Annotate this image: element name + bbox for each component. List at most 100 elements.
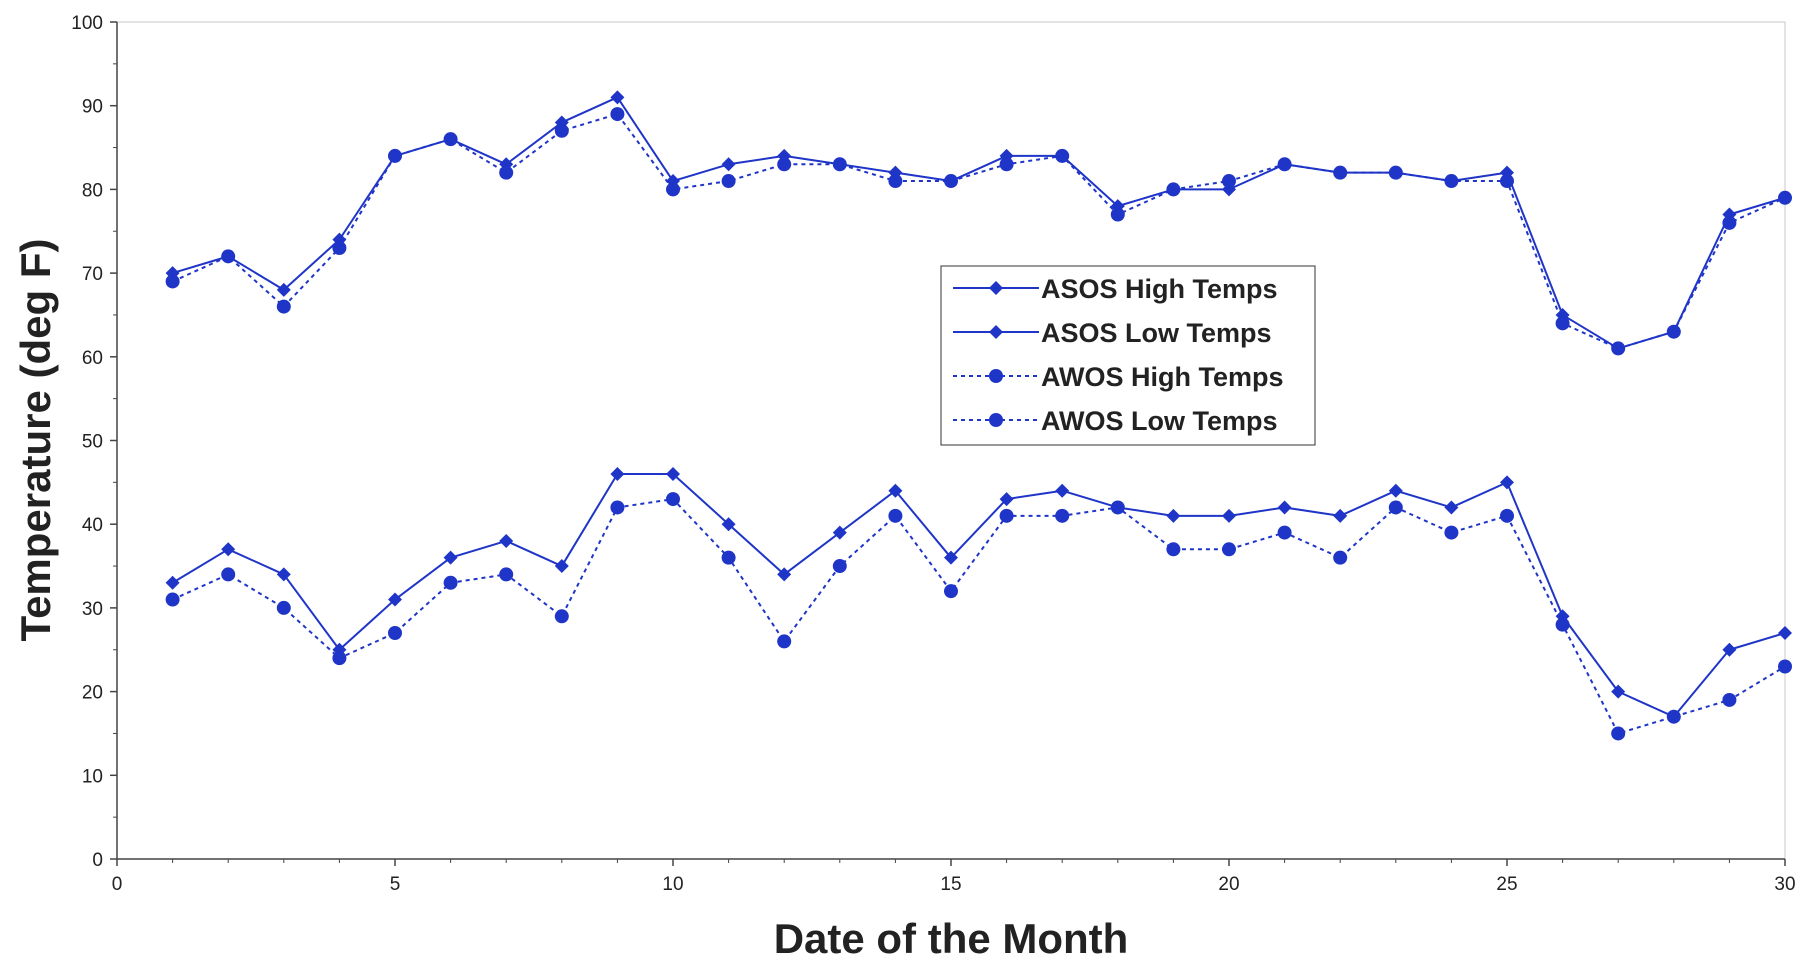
data-point	[1778, 659, 1792, 674]
data-point	[1222, 508, 1236, 523]
series-line-asos-high-temps	[172, 96, 1786, 350]
data-point	[1055, 148, 1070, 163]
data-point	[1166, 542, 1181, 557]
legend-marker	[989, 325, 1003, 339]
y-tick-label: 80	[82, 180, 103, 201]
legend-item: AWOS High Temps	[953, 362, 1284, 392]
data-point	[721, 517, 736, 532]
data-point	[999, 508, 1014, 523]
data-point	[276, 282, 291, 297]
data-point	[1333, 550, 1348, 565]
x-tick-label: 5	[390, 874, 401, 895]
data-point	[1277, 157, 1292, 172]
x-tick-label: 10	[662, 874, 683, 895]
legend-item: ASOS Low Temps	[953, 318, 1272, 348]
legend-box	[940, 265, 1316, 446]
data-point	[832, 525, 847, 540]
data-point	[1388, 483, 1403, 498]
data-point	[1722, 642, 1737, 657]
data-point	[1222, 174, 1236, 189]
x-tick-label: 0	[112, 874, 123, 895]
x-tick-label: 15	[940, 874, 961, 895]
data-point	[332, 240, 347, 255]
data-point	[165, 274, 180, 289]
legend-label: AWOS High Temps	[1041, 362, 1284, 392]
data-point	[554, 123, 569, 138]
data-point	[1778, 626, 1792, 641]
data-point	[1055, 508, 1070, 523]
data-point	[888, 174, 903, 189]
data-point	[1110, 500, 1125, 515]
data-point	[888, 508, 903, 523]
data-point	[888, 483, 903, 498]
data-point	[999, 157, 1014, 172]
y-tick-label: 30	[82, 599, 103, 620]
data-point	[221, 567, 236, 582]
data-point	[999, 492, 1014, 507]
data-point	[276, 299, 291, 314]
data-point	[1722, 692, 1737, 707]
data-point	[832, 559, 847, 574]
data-point	[1277, 500, 1292, 515]
data-point	[944, 174, 958, 189]
data-point	[499, 567, 514, 582]
data-point	[944, 550, 958, 565]
data-point	[721, 157, 736, 172]
data-point	[1444, 174, 1459, 189]
y-tick-label: 40	[82, 515, 103, 536]
y-tick-label: 100	[71, 13, 103, 34]
legend-item: ASOS High Temps	[953, 274, 1278, 304]
y-tick-label: 90	[82, 97, 103, 118]
data-point	[1778, 190, 1792, 205]
data-point	[1388, 500, 1403, 515]
legend-marker	[989, 413, 1003, 427]
data-point	[777, 157, 792, 172]
data-point	[499, 165, 514, 180]
data-point	[554, 609, 569, 624]
legend-marker	[989, 281, 1003, 295]
data-point	[610, 90, 625, 105]
data-point	[1500, 475, 1514, 490]
data-point	[832, 157, 847, 172]
data-point	[499, 533, 514, 548]
data-point	[610, 466, 625, 481]
series-line-awos-low-temps	[172, 498, 1786, 735]
data-point	[276, 567, 291, 582]
data-point	[1666, 709, 1681, 724]
x-tick-label: 20	[1218, 874, 1239, 895]
y-tick-label: 0	[92, 850, 103, 871]
data-point	[1611, 684, 1626, 699]
data-point	[1055, 483, 1070, 498]
data-point	[610, 107, 625, 122]
series-line-asos-low-temps	[172, 472, 1786, 718]
series-line-awos-high-temps	[172, 113, 1786, 350]
data-point	[610, 500, 625, 515]
data-point	[1444, 525, 1459, 540]
x-tick-label: 25	[1496, 874, 1517, 895]
data-point	[1500, 174, 1514, 189]
data-point	[1277, 525, 1292, 540]
y-tick-label: 10	[82, 766, 103, 787]
data-point	[276, 600, 291, 615]
x-axis-ticks: 0 5 10 15 20 25 30	[112, 859, 1796, 895]
data-point	[443, 550, 458, 565]
data-point	[165, 592, 180, 607]
data-point	[1444, 500, 1459, 515]
legend-label: ASOS Low Temps	[1041, 318, 1272, 348]
data-point	[1555, 316, 1570, 331]
data-point	[1388, 165, 1403, 180]
y-tick-label: 20	[82, 683, 103, 704]
data-point	[443, 575, 458, 590]
legend-label: AWOS Low Temps	[1041, 406, 1278, 436]
data-point	[1333, 508, 1348, 523]
series-layer	[165, 90, 1792, 741]
data-point	[554, 559, 569, 574]
legend: ASOS High Temps ASOS Low Temps AWOS High T…	[940, 265, 1316, 446]
data-point	[1500, 508, 1514, 523]
data-point	[443, 132, 458, 147]
legend-label: ASOS High Temps	[1041, 274, 1278, 304]
data-point	[388, 592, 402, 607]
data-point	[221, 249, 236, 264]
data-point	[1722, 215, 1737, 230]
